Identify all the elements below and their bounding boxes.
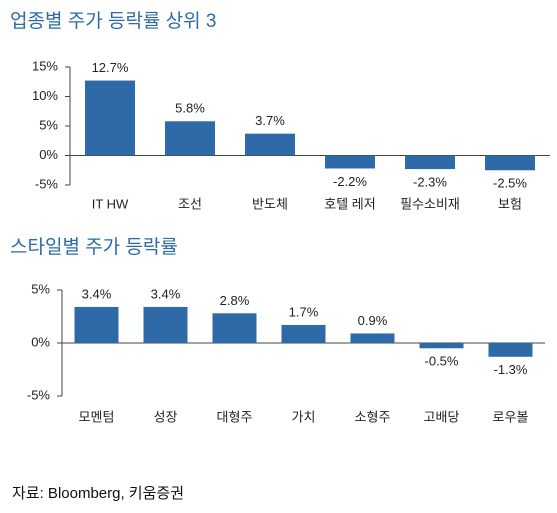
bar: [143, 306, 188, 343]
x-tick-label: 성장: [154, 409, 178, 424]
value-label: -2.2%: [333, 174, 367, 189]
x-tick-label: 대형주: [217, 409, 253, 424]
x-tick-label: 호텔 레저: [324, 196, 375, 211]
y-tick-label: 0%: [39, 147, 58, 162]
x-tick-label: IT HW: [92, 196, 129, 211]
y-tick-label: 15%: [32, 58, 58, 73]
x-tick-label: 필수소비재: [400, 196, 460, 211]
y-tick-label: 10%: [32, 88, 58, 103]
bar: [405, 155, 455, 170]
value-label: 3.4%: [151, 286, 181, 301]
value-label: 3.7%: [255, 113, 285, 128]
bar: [165, 121, 215, 156]
bar: [245, 133, 295, 156]
y-tick-label: -5%: [27, 387, 51, 402]
y-tick-label: 0%: [31, 334, 50, 349]
chart-title: 스타일별 주가 등락률: [10, 236, 178, 258]
x-tick-label: 가치: [292, 409, 316, 424]
value-label: 5.8%: [175, 101, 205, 116]
y-tick-label: 5%: [31, 281, 50, 296]
x-tick-label: 보험: [498, 196, 522, 211]
bar: [488, 343, 533, 357]
value-label: 1.7%: [289, 304, 319, 319]
bar: [350, 333, 395, 343]
value-label: 2.8%: [220, 293, 250, 308]
value-label: -2.5%: [493, 176, 527, 191]
bar: [74, 306, 119, 343]
value-label: -0.5%: [425, 354, 459, 369]
value-label: 0.9%: [358, 313, 388, 328]
x-tick-label: 반도체: [252, 196, 288, 211]
x-tick-label: 소형주: [355, 409, 391, 424]
bar: [485, 155, 535, 171]
chart-title: 업종별 주가 등락률 상위 3: [10, 10, 216, 32]
bar: [419, 343, 464, 349]
x-tick-label: 조선: [178, 196, 202, 211]
bar: [85, 80, 135, 156]
y-tick-label: -5%: [35, 176, 59, 191]
value-label: 3.4%: [82, 286, 112, 301]
value-label: -2.3%: [413, 175, 447, 190]
x-tick-label: 모멘텀: [79, 409, 115, 424]
bar: [325, 155, 375, 169]
x-tick-label: 고배당: [424, 409, 460, 424]
value-label: -1.3%: [494, 362, 528, 377]
source-note: 자료: Bloomberg, 키움증권: [12, 485, 184, 502]
x-tick-label: 로우볼: [493, 409, 529, 424]
y-tick-label: 5%: [39, 117, 58, 132]
bar: [281, 324, 326, 343]
value-label: 12.7%: [92, 60, 129, 75]
bar: [212, 313, 257, 343]
